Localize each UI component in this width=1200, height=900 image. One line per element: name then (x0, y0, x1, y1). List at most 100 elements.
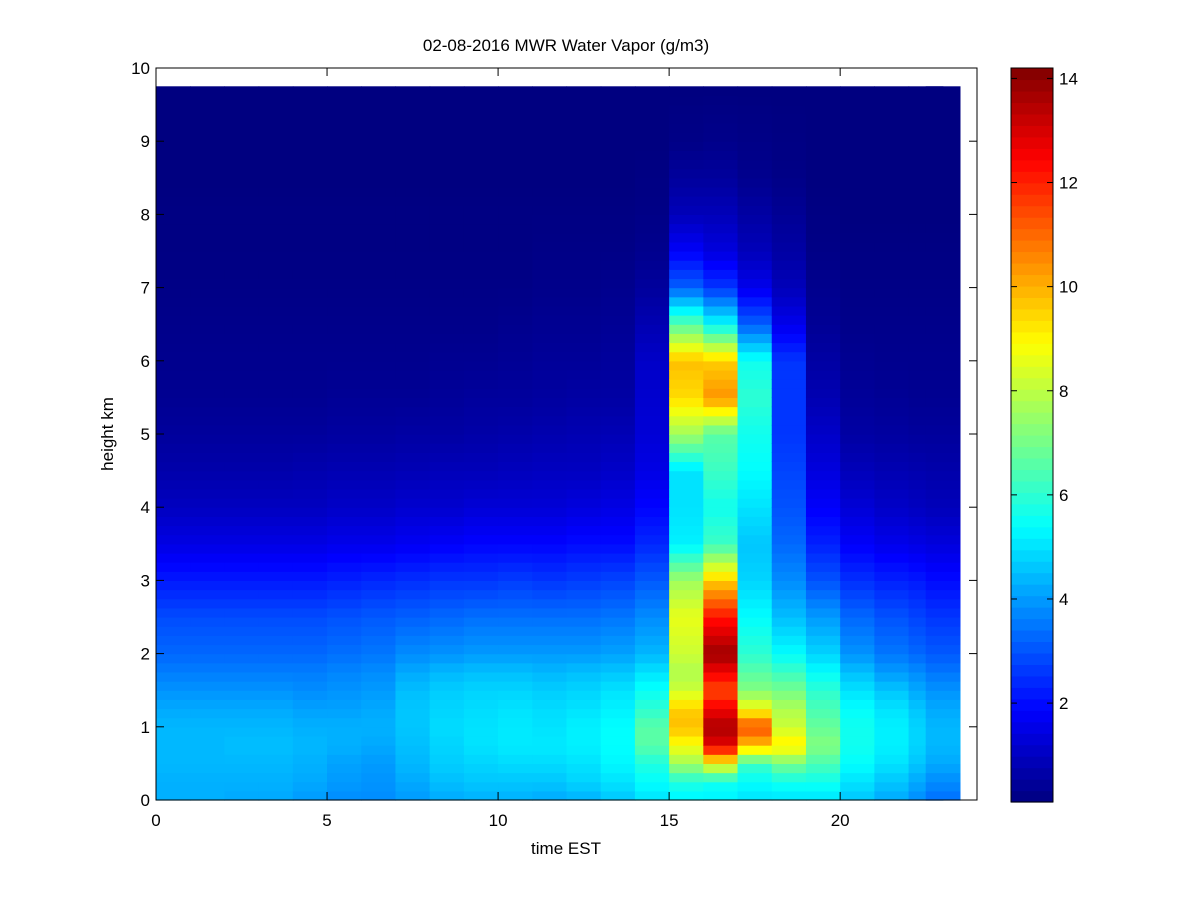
heatmap-cell (190, 543, 226, 554)
heatmap-cell (669, 232, 704, 243)
heatmap-cell (805, 708, 841, 719)
heatmap-cell (498, 424, 533, 435)
heatmap-cell (925, 690, 961, 700)
heatmap-cell (190, 452, 226, 463)
heatmap-cell (737, 781, 773, 792)
heatmap-cell (771, 186, 807, 197)
heatmap-cell (634, 305, 670, 316)
heatmap-cell (361, 452, 397, 463)
heatmap-cell (395, 168, 431, 179)
heatmap-cell (156, 452, 191, 463)
heatmap-cell (805, 790, 841, 801)
heatmap-cell (600, 369, 636, 380)
heatmap-cell (327, 388, 362, 398)
heatmap-cell (361, 461, 397, 472)
heatmap-cell (224, 452, 260, 463)
heatmap-cell (669, 305, 704, 316)
heatmap-cell (361, 479, 397, 490)
colorbar-step (1011, 194, 1053, 207)
heatmap-cell (190, 342, 226, 353)
heatmap-cell (429, 342, 465, 353)
heatmap-cell (395, 790, 431, 801)
heatmap-cell (874, 717, 910, 728)
heatmap-cell (600, 214, 636, 225)
heatmap-cell (874, 534, 910, 545)
heatmap-cell (327, 562, 362, 572)
heatmap-cell (737, 196, 773, 206)
heatmap-cell (703, 681, 739, 691)
heatmap-cell (463, 342, 499, 353)
heatmap-cell (327, 790, 362, 801)
heatmap-cell (190, 424, 226, 435)
heatmap-cell (703, 516, 739, 527)
heatmap-cell (156, 251, 191, 261)
heatmap-cell (395, 342, 431, 353)
heatmap-cell (532, 470, 568, 481)
heatmap-cell (925, 552, 961, 563)
heatmap-cell (463, 434, 499, 444)
heatmap-cell (156, 324, 191, 334)
heatmap-cell (840, 607, 875, 618)
heatmap-cell (566, 269, 602, 280)
heatmap-cell (925, 443, 961, 453)
x-tick-label: 10 (489, 811, 508, 830)
heatmap-cell (874, 580, 910, 591)
heatmap-cell (156, 644, 191, 655)
heatmap-cell (840, 342, 875, 353)
heatmap-cell (703, 598, 739, 609)
y-tick-label: 1 (141, 718, 150, 737)
heatmap-cell (361, 397, 397, 408)
heatmap-cell (156, 360, 191, 371)
heatmap-cell (805, 333, 841, 344)
heatmap-cell (771, 434, 807, 444)
heatmap-cell (327, 278, 362, 289)
heatmap-cell (224, 241, 260, 252)
heatmap-cell (669, 726, 704, 737)
heatmap-cell (156, 443, 191, 453)
heatmap-cell (361, 598, 397, 609)
heatmap-cell (925, 580, 961, 591)
heatmap-cell (156, 406, 191, 417)
heatmap-cell (327, 745, 362, 755)
heatmap-cell (925, 269, 961, 280)
heatmap-cell (566, 443, 602, 453)
heatmap-cell (669, 351, 704, 362)
heatmap-cell (669, 690, 704, 700)
heatmap-cell (190, 141, 226, 151)
heatmap-cell (327, 699, 362, 710)
heatmap-cell (292, 488, 328, 499)
heatmap-cell (429, 543, 465, 554)
heatmap-cell (498, 690, 533, 700)
heatmap-cell (737, 251, 773, 261)
heatmap-cell (703, 315, 739, 325)
heatmap-cell (925, 681, 961, 691)
heatmap-cell (258, 132, 294, 142)
heatmap-cell (395, 580, 431, 591)
heatmap-cell (395, 653, 431, 664)
heatmap-cell (498, 754, 533, 764)
heatmap-cell (805, 534, 841, 545)
heatmap-cell (532, 159, 568, 170)
heatmap-cell (703, 342, 739, 353)
heatmap-cell (498, 369, 533, 380)
heatmap-cell (463, 699, 499, 710)
heatmap-cell (703, 781, 739, 792)
heatmap-cell (669, 342, 704, 353)
heatmap-cell (669, 360, 704, 371)
heatmap-cell (925, 95, 961, 106)
heatmap-cell (327, 406, 362, 417)
heatmap-cell (156, 269, 191, 280)
heatmap-cell (327, 525, 362, 536)
colorbar-step (1011, 171, 1053, 184)
heatmap-cell (669, 379, 704, 389)
heatmap-cell (190, 461, 226, 472)
heatmap-cell (805, 214, 841, 225)
heatmap-cell (463, 305, 499, 316)
heatmap-cell (669, 671, 704, 682)
heatmap-cell (634, 351, 670, 362)
heatmap-cell (498, 223, 533, 234)
heatmap-cell (634, 141, 670, 151)
heatmap-cell (874, 113, 910, 124)
heatmap-cell (634, 708, 670, 719)
heatmap-cell (771, 333, 807, 344)
